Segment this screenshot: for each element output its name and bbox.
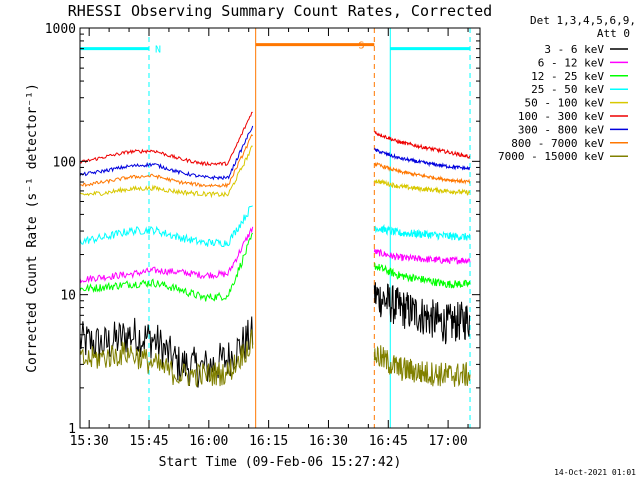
legend-label-6: 300 - 800 keV [518,123,604,136]
series-line-7-segment-0 [79,134,254,189]
y-tick-label-1: 10 [60,289,76,304]
legend-label-8: 7000 - 15000 keV [498,150,604,163]
series-line-3-segment-0 [79,205,253,248]
y-axis-label: Corrected Count Rate (s⁻¹ detector⁻¹) [25,83,40,373]
x-tick-label-4: 16:30 [309,434,348,449]
y-tick-label-0: 1 [68,422,76,437]
x-tick-label-3: 16:15 [249,434,288,449]
series-line-1-segment-1 [373,248,471,265]
x-axis-label: Start Time (09-Feb-06 15:27:42) [159,455,402,470]
series-line-2-segment-1 [374,262,471,289]
annotation-label-0: N [155,45,161,56]
series-line-6-segment-0 [79,125,254,181]
plot-frame [79,27,481,429]
x-tick-label-5: 16:45 [369,434,408,449]
series-line-4-segment-1 [373,178,471,196]
y-tick-label-3: 1000 [45,22,76,37]
legend-label-4: 50 - 100 keV [525,97,605,110]
x-tick-label-6: 17:00 [429,434,468,449]
series-line-5-segment-1 [374,130,471,159]
series-line-7-segment-1 [373,161,471,185]
x-tick-label-0: 15:30 [70,434,109,449]
legend-label-7: 800 - 7000 keV [511,137,604,150]
x-tick-label-1: 15:45 [129,434,168,449]
series-line-0-segment-0 [79,316,254,388]
legend-label-2: 12 - 25 keV [531,70,604,83]
legend-label-0: 3 - 6 keV [544,43,604,56]
legend-header-line-1: Det 1,3,4,5,6,9, [530,14,636,27]
series-line-4-segment-0 [79,145,253,199]
legend-label-5: 100 - 300 keV [518,110,604,123]
y-tick-label-2: 100 [53,155,76,170]
axes: 1 10 100 1000 15:30 15:45 16:00 16:15 16:30 16:45… [45,22,480,449]
series-line-2-segment-0 [79,232,254,302]
legend-label-3: 25 - 50 keV [531,83,604,96]
series-line-8-segment-1 [373,345,471,387]
footer-timestamp: 14-Oct-2021 01:01 [554,468,636,477]
series-line-6-segment-1 [374,147,471,171]
series-line-8-segment-0 [79,329,254,388]
series-line-1-segment-0 [79,226,254,284]
series-line-5-segment-0 [79,111,253,167]
series-line-3-segment-1 [374,223,471,241]
annotation-label-2: S [358,41,364,52]
legend-header-line-2: Att 0 [597,27,630,40]
x-tick-label-2: 16:00 [189,434,228,449]
legend-label-1: 6 - 12 keV [538,56,605,69]
chart-title: RHESSI Observing Summary Count Rates, Co… [68,2,492,20]
series-line-0-segment-1 [373,282,471,345]
